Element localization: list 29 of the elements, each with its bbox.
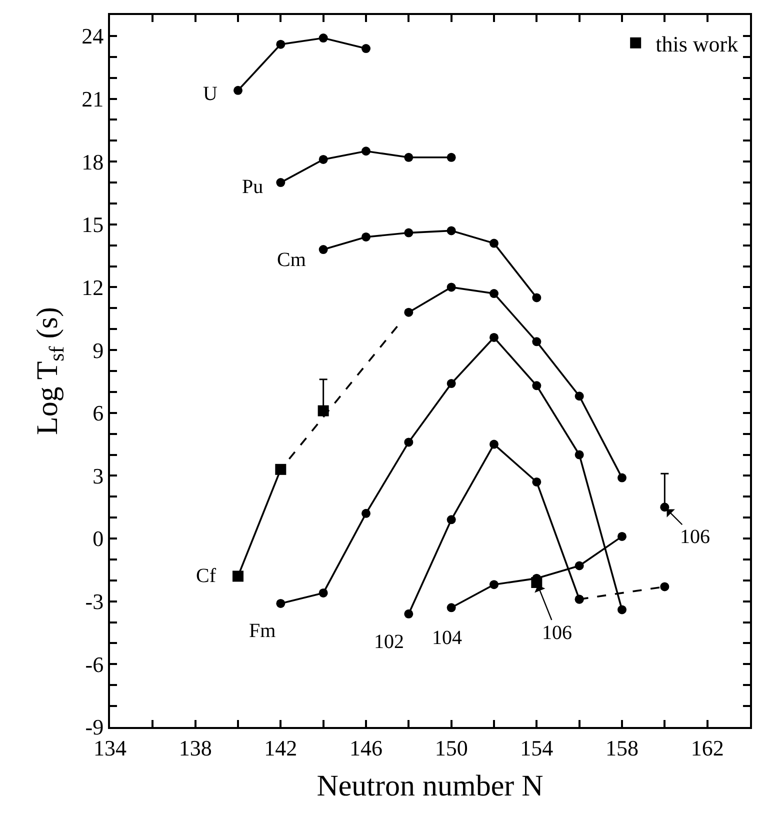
- y-tick-label: 12: [82, 274, 104, 300]
- annotation: 106: [542, 622, 572, 644]
- y-tick-label: 3: [92, 463, 104, 488]
- annotation: Pu: [242, 176, 264, 198]
- x-tick-label: 150: [434, 735, 468, 760]
- annotation: Cf: [196, 565, 216, 587]
- y-tick-label: 18: [82, 149, 104, 174]
- annotation: Cm: [277, 249, 306, 271]
- x-tick-label: 142: [264, 735, 298, 760]
- annotation: U: [203, 83, 218, 105]
- annotation: Fm: [249, 620, 276, 642]
- y-tick-label: -6: [85, 652, 104, 677]
- y-tick-label: 24: [82, 24, 104, 49]
- y-tick-label: 21: [82, 86, 104, 112]
- x-tick-label: 146: [350, 735, 382, 760]
- y-tick-label: 15: [82, 212, 104, 238]
- x-tick-label: 138: [178, 735, 212, 760]
- x-axis-title: Neutron number N: [316, 769, 544, 802]
- y-tick-label: 0: [92, 526, 104, 552]
- x-tick-label: 162: [690, 735, 724, 760]
- legend-label: this work: [656, 32, 738, 56]
- annotation: 102: [374, 631, 404, 653]
- annotation: 104: [432, 627, 462, 649]
- annotation: 106: [680, 526, 710, 548]
- y-tick-label: -3: [85, 589, 104, 614]
- y-tick-label: 9: [92, 338, 104, 363]
- x-tick-label: 154: [520, 735, 554, 760]
- x-tick-label: 158: [606, 735, 638, 760]
- y-tick-label: 6: [92, 400, 104, 426]
